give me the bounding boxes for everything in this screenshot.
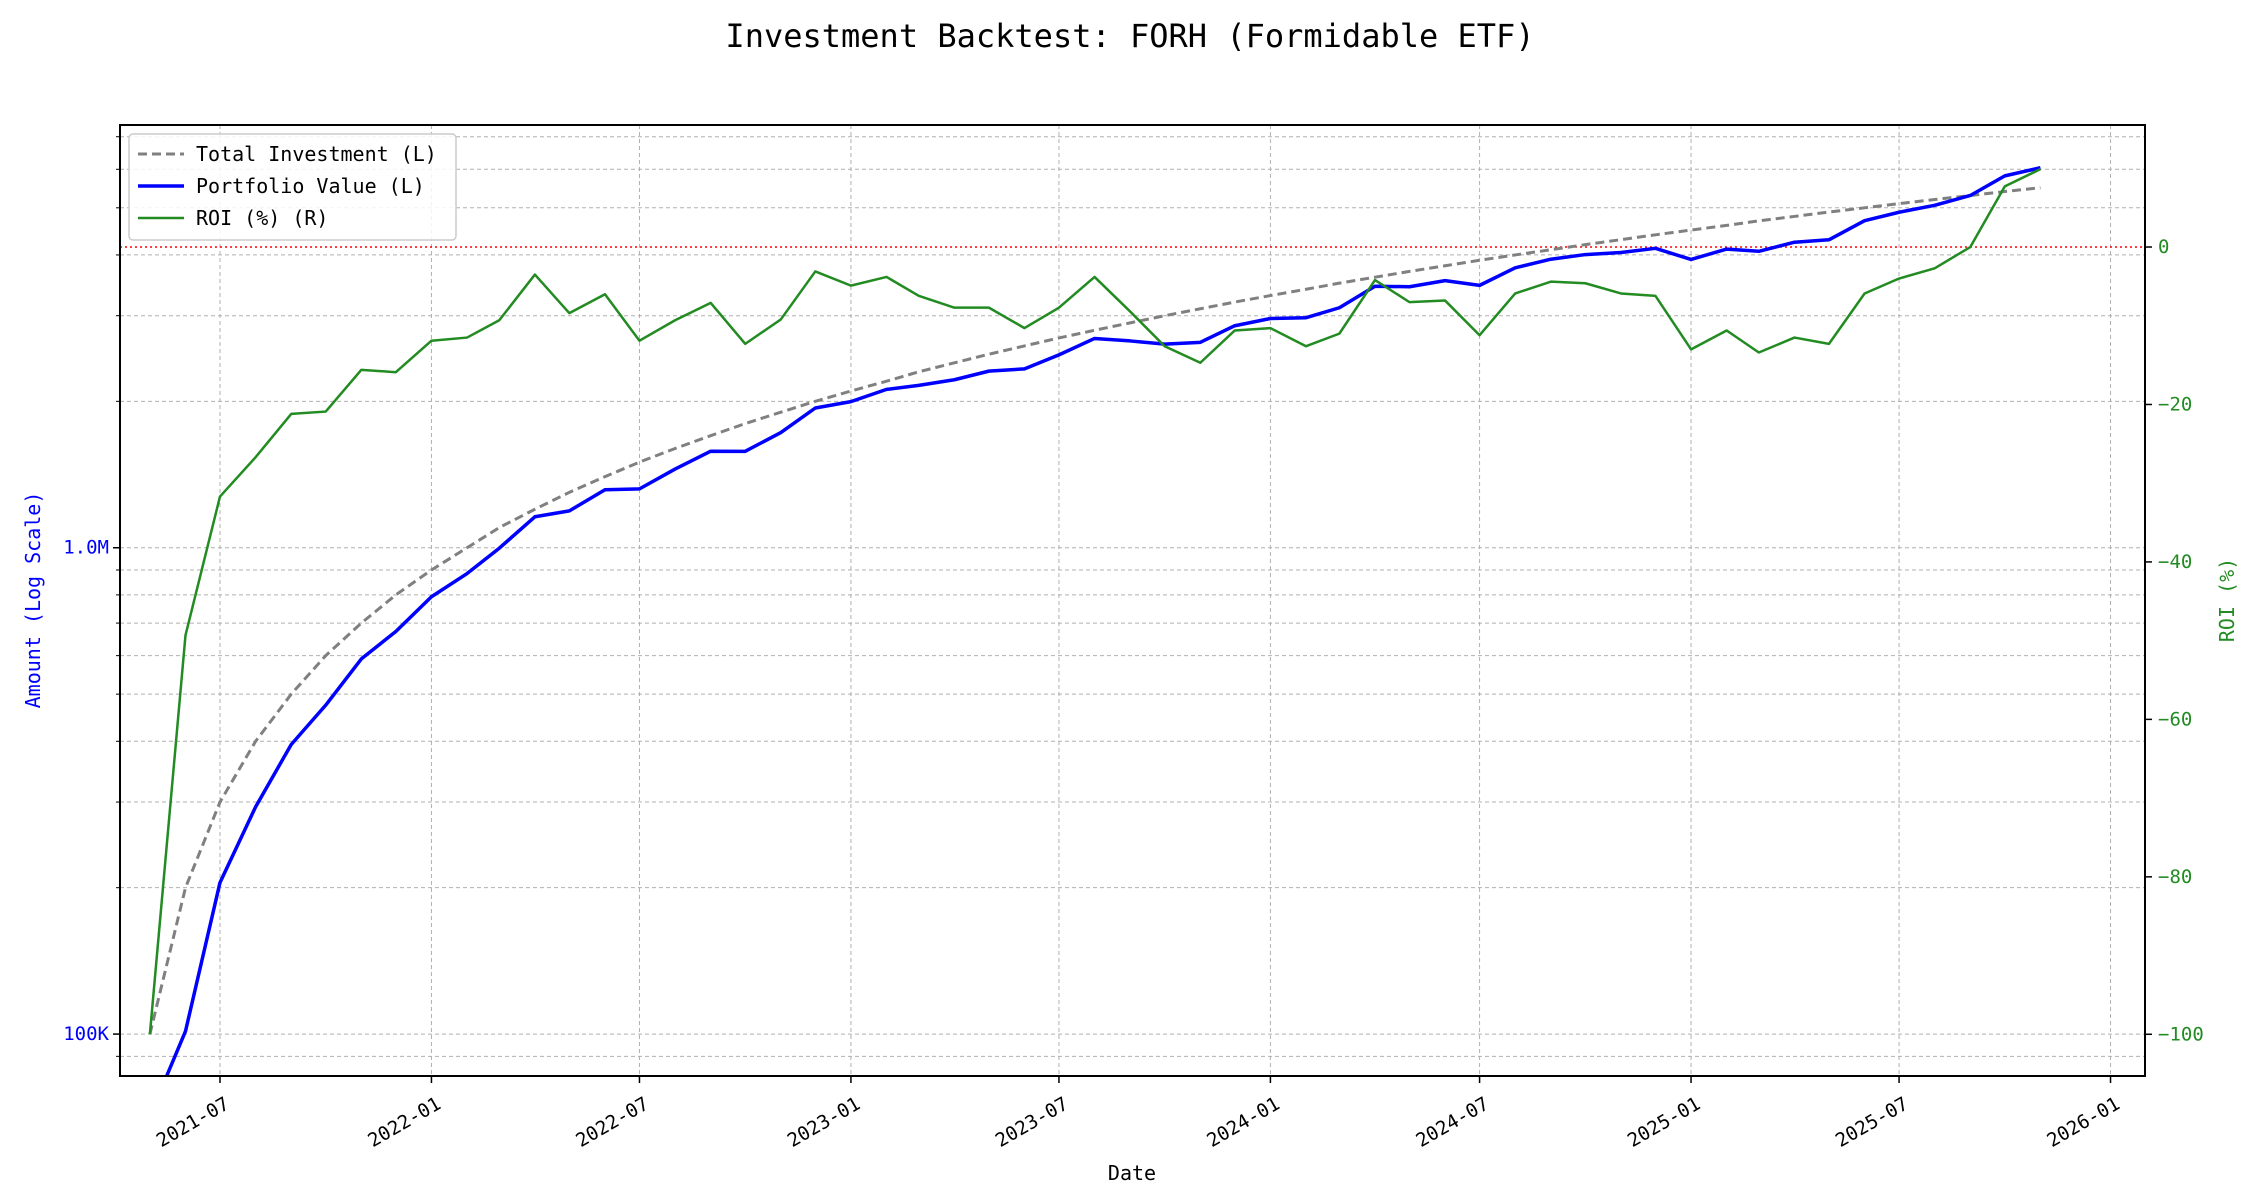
legend-label: Total Investment (L) [196, 142, 437, 166]
x-tick-label: 2026-01 [2043, 1093, 2123, 1152]
series-layer [148, 166, 2041, 1076]
right-axis-label: ROI (%) [2215, 558, 2239, 642]
x-tick-label: 2023-01 [784, 1093, 864, 1152]
left-y-axis: 100K 1.0M [63, 136, 120, 1057]
x-tick-label: 2023-07 [992, 1093, 1072, 1152]
right-tick-label: −100 [2158, 1023, 2204, 1045]
series-line-portfolio-value-l [164, 166, 2041, 1076]
series-line-total-investment-l [148, 186, 2041, 1035]
left-tick-label: 1.0M [63, 537, 109, 559]
left-axis-label: Amount (Log Scale) [21, 492, 45, 709]
left-tick-label: 100K [63, 1023, 109, 1045]
x-tick-label: 2024-01 [1203, 1093, 1283, 1152]
x-tick-label: 2024-07 [1412, 1093, 1492, 1152]
x-tick-label: 2025-07 [1832, 1093, 1912, 1152]
series-line-roi-r [148, 167, 2041, 1035]
x-axis: 2021-07 2022-01 2022-07 2023-01 2023-07 2024-… [153, 1076, 2124, 1152]
legend-box [128, 133, 457, 241]
right-tick-label: −60 [2158, 708, 2192, 730]
right-tick-label: 0 [2158, 236, 2169, 258]
grid [120, 125, 2145, 1076]
x-axis-label: Date [1108, 1161, 1156, 1185]
legend-label: ROI (%) (R) [196, 206, 328, 230]
legend-label: Portfolio Value (L) [196, 174, 425, 198]
x-tick-label: 2022-01 [364, 1093, 444, 1152]
right-tick-label: −80 [2158, 866, 2192, 888]
plot-frame [119, 124, 2146, 1077]
chart-title: Investment Backtest: FORH (Formidable ET… [725, 17, 1534, 55]
x-tick-label: 2025-01 [1624, 1093, 1704, 1152]
right-tick-label: −20 [2158, 393, 2192, 415]
legend: Total Investment (L) Portfolio Value (L) R… [128, 133, 457, 241]
x-tick-label: 2021-07 [153, 1093, 233, 1152]
right-tick-label: −40 [2158, 551, 2192, 573]
right-y-axis: 0 −20 −40 −60 −80 −100 [2145, 236, 2204, 1045]
x-tick-label: 2022-07 [572, 1093, 652, 1152]
